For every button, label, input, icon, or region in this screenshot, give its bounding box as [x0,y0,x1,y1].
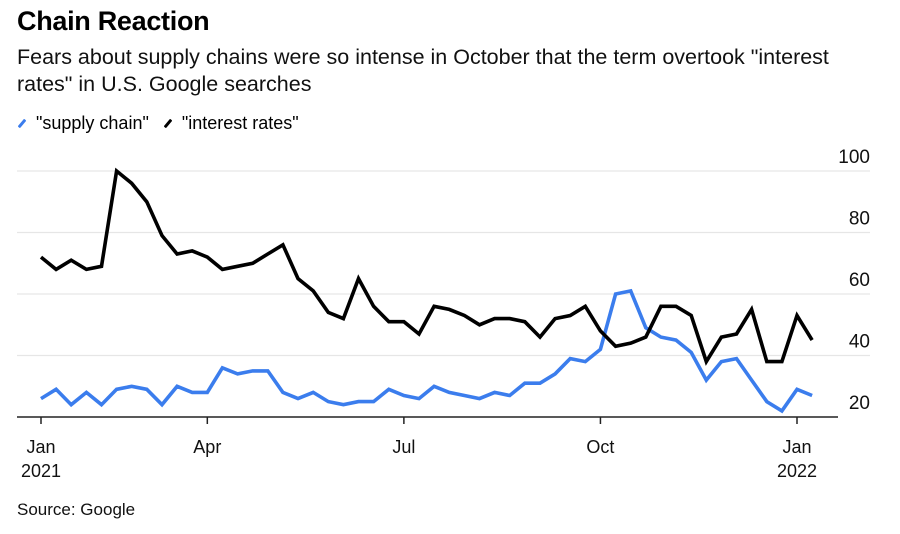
legend-item-supply-chain: "supply chain" [17,113,149,134]
x-tick-year-label: 2022 [777,461,817,481]
x-tick-label: Jan [26,437,55,457]
legend: "supply chain" "interest rates" [17,113,313,134]
x-tick-year-label: 2021 [21,461,61,481]
chart-subtitle: Fears about supply chains were so intens… [17,45,829,96]
y-tick-label: 40 [849,332,870,353]
legend-label-interest-rates: "interest rates" [181,113,299,133]
chart-title: Chain Reaction [17,6,210,36]
source-note: Source: Google [17,500,136,519]
legend-label-supply-chain: "supply chain" [36,113,149,133]
series-line-supply-chain [40,288,813,414]
y-tick-label: 60 [849,270,870,291]
x-tick-label: Apr [193,437,221,457]
y-tick-label: 100 [838,147,870,168]
series-line-interest-rates [39,167,814,366]
y-tick-label: 80 [849,209,870,230]
x-tick-label: Jul [392,437,415,457]
legend-item-interest-rates: "interest rates" [163,113,299,134]
y-tick-label: 20 [849,393,870,414]
x-tick-label: Oct [586,437,614,457]
x-tick-label: Jan [782,437,811,457]
